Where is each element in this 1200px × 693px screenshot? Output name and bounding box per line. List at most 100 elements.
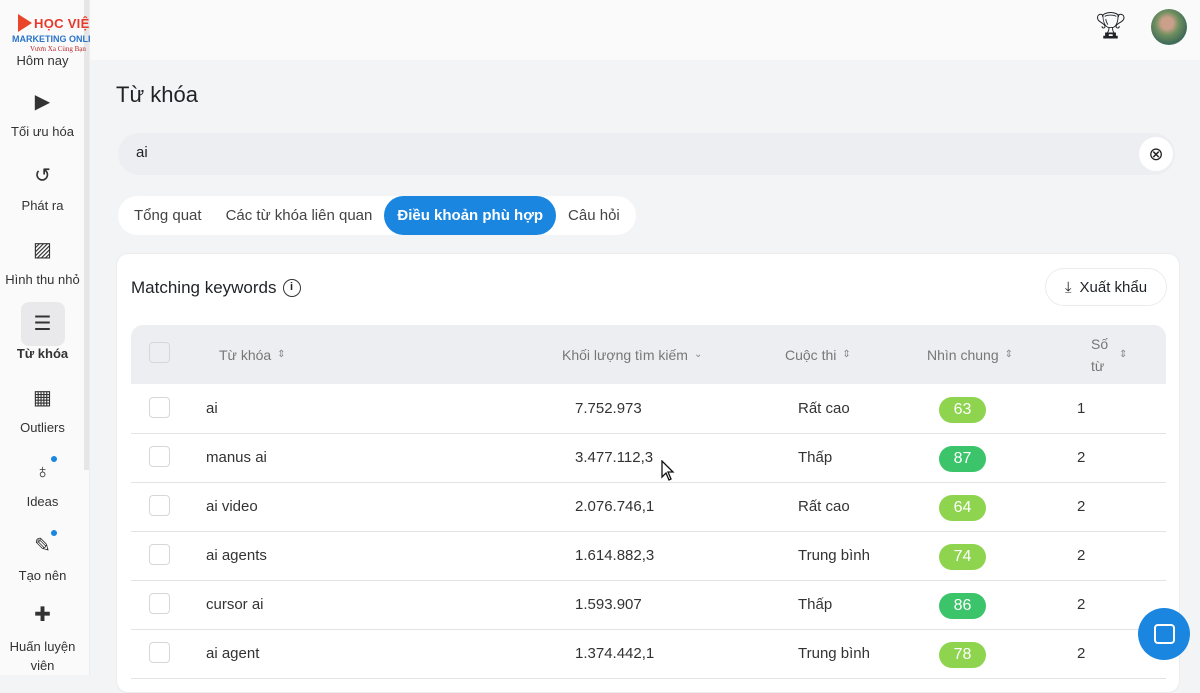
column-search-volume[interactable]: Khối lượng tìm kiếm ⌄ bbox=[562, 325, 702, 384]
sort-icon: ⇕ bbox=[1004, 349, 1013, 360]
column-overall[interactable]: Nhìn chung ⇕ bbox=[927, 325, 1013, 384]
export-label: Xuất khẩu bbox=[1079, 278, 1148, 296]
sidebar: HỌC VIỆN MARKETING ONLINE Vươn Xa Cùng B… bbox=[0, 0, 103, 675]
page-title: Từ khóa bbox=[116, 82, 198, 107]
overall-score-badge: 87 bbox=[939, 446, 986, 472]
sidebar-item-create[interactable]: ✎ Tạo nên bbox=[0, 524, 85, 583]
sidebar-item-label: Ideas bbox=[26, 494, 59, 509]
optimize-icon: ▶ bbox=[34, 91, 51, 113]
lightbulb-icon: ♁ bbox=[21, 450, 65, 494]
row-checkbox[interactable] bbox=[149, 642, 170, 663]
word-count-cell: 2 bbox=[1077, 449, 1086, 466]
row-checkbox[interactable] bbox=[149, 544, 170, 565]
select-all-checkbox[interactable] bbox=[149, 342, 170, 363]
sidebar-item-coach[interactable]: ✚ Huấn luyện viên bbox=[0, 593, 85, 675]
sidebar-item-label: Hôm nay bbox=[16, 53, 69, 68]
table-header: Từ khóa ⇕ Khối lượng tìm kiếm ⌄ Cuộc thi ⇕ … bbox=[131, 325, 1166, 384]
keyword-cell[interactable]: ai bbox=[206, 400, 218, 417]
overall-score-badge: 78 bbox=[939, 642, 986, 668]
row-checkbox[interactable] bbox=[149, 593, 170, 614]
volume-cell: 1.593.907 bbox=[575, 596, 642, 613]
tab-overview[interactable]: Tổng quat bbox=[134, 207, 202, 224]
column-label: Cuộc thi bbox=[785, 346, 837, 363]
sidebar-item-label: Hình thu nhỏ bbox=[5, 272, 80, 287]
table-row[interactable]: ai agents 1.614.882,3 Trung bình 74 2 bbox=[131, 532, 1166, 581]
word-count-cell: 2 bbox=[1077, 596, 1086, 613]
logo: HỌC VIỆN MARKETING ONLINE Vươn Xa Cùng B… bbox=[12, 14, 112, 58]
download-icon: ⤓ bbox=[1064, 278, 1072, 296]
column-label: Khối lượng tìm kiếm bbox=[562, 346, 688, 363]
sidebar-item-optimize[interactable]: ▶ Tối ưu hóa bbox=[0, 80, 85, 139]
row-checkbox[interactable] bbox=[149, 495, 170, 516]
overall-score-badge: 86 bbox=[939, 593, 986, 619]
sidebar-item-today[interactable]: Hôm nay bbox=[0, 53, 85, 68]
tab-questions[interactable]: Câu hỏi bbox=[568, 207, 620, 224]
competition-cell: Rất cao bbox=[798, 498, 850, 515]
volume-cell: 1.374.442,1 bbox=[575, 645, 655, 662]
chevron-down-icon: ⌄ bbox=[693, 349, 703, 360]
keyword-icon: ☰ bbox=[20, 302, 65, 346]
volume-cell: 2.076.746,1 bbox=[575, 498, 655, 515]
sort-icon: ⇕ bbox=[1119, 348, 1128, 360]
trophy-icon[interactable]: 🏆︎ bbox=[1094, 10, 1128, 40]
competition-cell: Rất cao bbox=[798, 400, 850, 417]
sidebar-item-label: Tối ưu hóa bbox=[11, 124, 74, 139]
chat-button[interactable] bbox=[1138, 608, 1190, 660]
sidebar-item-keywords[interactable]: ☰ Từ khóa bbox=[0, 302, 85, 361]
competition-cell: Trung bình bbox=[798, 645, 870, 662]
search-bar: ⊗ bbox=[118, 133, 1175, 175]
keyword-cell[interactable]: ai agent bbox=[206, 645, 260, 662]
tab-related-keywords[interactable]: Các từ khóa liên quan bbox=[225, 207, 373, 224]
sort-icon: ⇕ bbox=[277, 349, 286, 360]
keyword-cell[interactable]: cursor ai bbox=[206, 596, 264, 613]
sidebar-item-thumbnails[interactable]: ▨ Hình thu nhỏ bbox=[0, 228, 85, 287]
table-row[interactable]: ai agent 1.374.442,1 Trung bình 78 2 bbox=[131, 630, 1166, 679]
column-label: Số từ bbox=[1091, 335, 1109, 374]
sidebar-item-label: Huấn luyện viên bbox=[9, 639, 76, 673]
row-checkbox[interactable] bbox=[149, 397, 170, 418]
card-title-text: Matching keywords bbox=[131, 278, 277, 297]
sidebar-item-outliers[interactable]: ▦ Outliers bbox=[0, 376, 85, 435]
logo-line3: Vươn Xa Cùng Bạn bbox=[30, 45, 86, 53]
magic-wand-icon: ✎ bbox=[21, 524, 65, 568]
word-count-cell: 2 bbox=[1077, 645, 1086, 662]
overall-score-badge: 63 bbox=[939, 397, 986, 423]
table-row[interactable]: ai 7.752.973 Rất cao 63 1 bbox=[131, 385, 1166, 434]
table-row[interactable]: ai video 2.076.746,1 Rất cao 64 2 bbox=[131, 483, 1166, 532]
keyword-cell[interactable]: manus ai bbox=[206, 449, 267, 466]
column-keyword[interactable]: Từ khóa ⇕ bbox=[219, 325, 286, 384]
competition-cell: Thấp bbox=[798, 449, 833, 466]
competition-cell: Trung bình bbox=[798, 547, 870, 564]
volume-cell: 3.477.112,3 bbox=[575, 449, 654, 466]
word-count-cell: 2 bbox=[1077, 498, 1086, 515]
clear-search-icon[interactable]: ⊗ bbox=[1139, 137, 1173, 171]
table-row[interactable]: manus ai 3.477.112,3 Thấp 87 2 bbox=[131, 434, 1166, 483]
column-word-count[interactable]: Số từ ⇕ bbox=[1091, 325, 1131, 384]
coach-icon: ✚ bbox=[34, 604, 51, 626]
sort-icon: ⇕ bbox=[842, 349, 851, 360]
keyword-cell[interactable]: ai agents bbox=[206, 547, 267, 564]
overall-score-badge: 74 bbox=[939, 544, 986, 570]
card-title: Matching keywords i bbox=[131, 278, 301, 298]
column-competition[interactable]: Cuộc thi ⇕ bbox=[785, 325, 851, 384]
tab-bar: Tổng quat Các từ khóa liên quan Điều kho… bbox=[118, 196, 636, 235]
export-button[interactable]: ⤓ Xuất khẩu bbox=[1045, 268, 1167, 306]
search-input[interactable] bbox=[136, 144, 1036, 161]
image-icon: ▨ bbox=[33, 239, 52, 261]
info-icon[interactable]: i bbox=[282, 279, 301, 297]
logo-line2: MARKETING ONLINE bbox=[12, 34, 103, 44]
sidebar-item-output[interactable]: ↺ Phát ra bbox=[0, 154, 85, 213]
word-count-cell: 1 bbox=[1077, 400, 1086, 417]
row-checkbox[interactable] bbox=[149, 446, 170, 467]
keyword-cell[interactable]: ai video bbox=[206, 498, 258, 515]
competition-cell: Thấp bbox=[798, 596, 833, 613]
sidebar-item-ideas[interactable]: ♁ Ideas bbox=[0, 450, 85, 509]
volume-cell: 1.614.882,3 bbox=[575, 547, 655, 564]
sidebar-item-label: Từ khóa bbox=[16, 346, 69, 361]
avatar[interactable] bbox=[1151, 9, 1187, 45]
sidebar-scrollbar[interactable] bbox=[84, 0, 89, 470]
overall-score-badge: 64 bbox=[939, 495, 986, 521]
tab-matching-terms[interactable]: Điều khoản phù hợp bbox=[384, 196, 557, 235]
outliers-icon: ▦ bbox=[33, 387, 52, 409]
table-row[interactable]: cursor ai 1.593.907 Thấp 86 2 bbox=[131, 581, 1166, 630]
